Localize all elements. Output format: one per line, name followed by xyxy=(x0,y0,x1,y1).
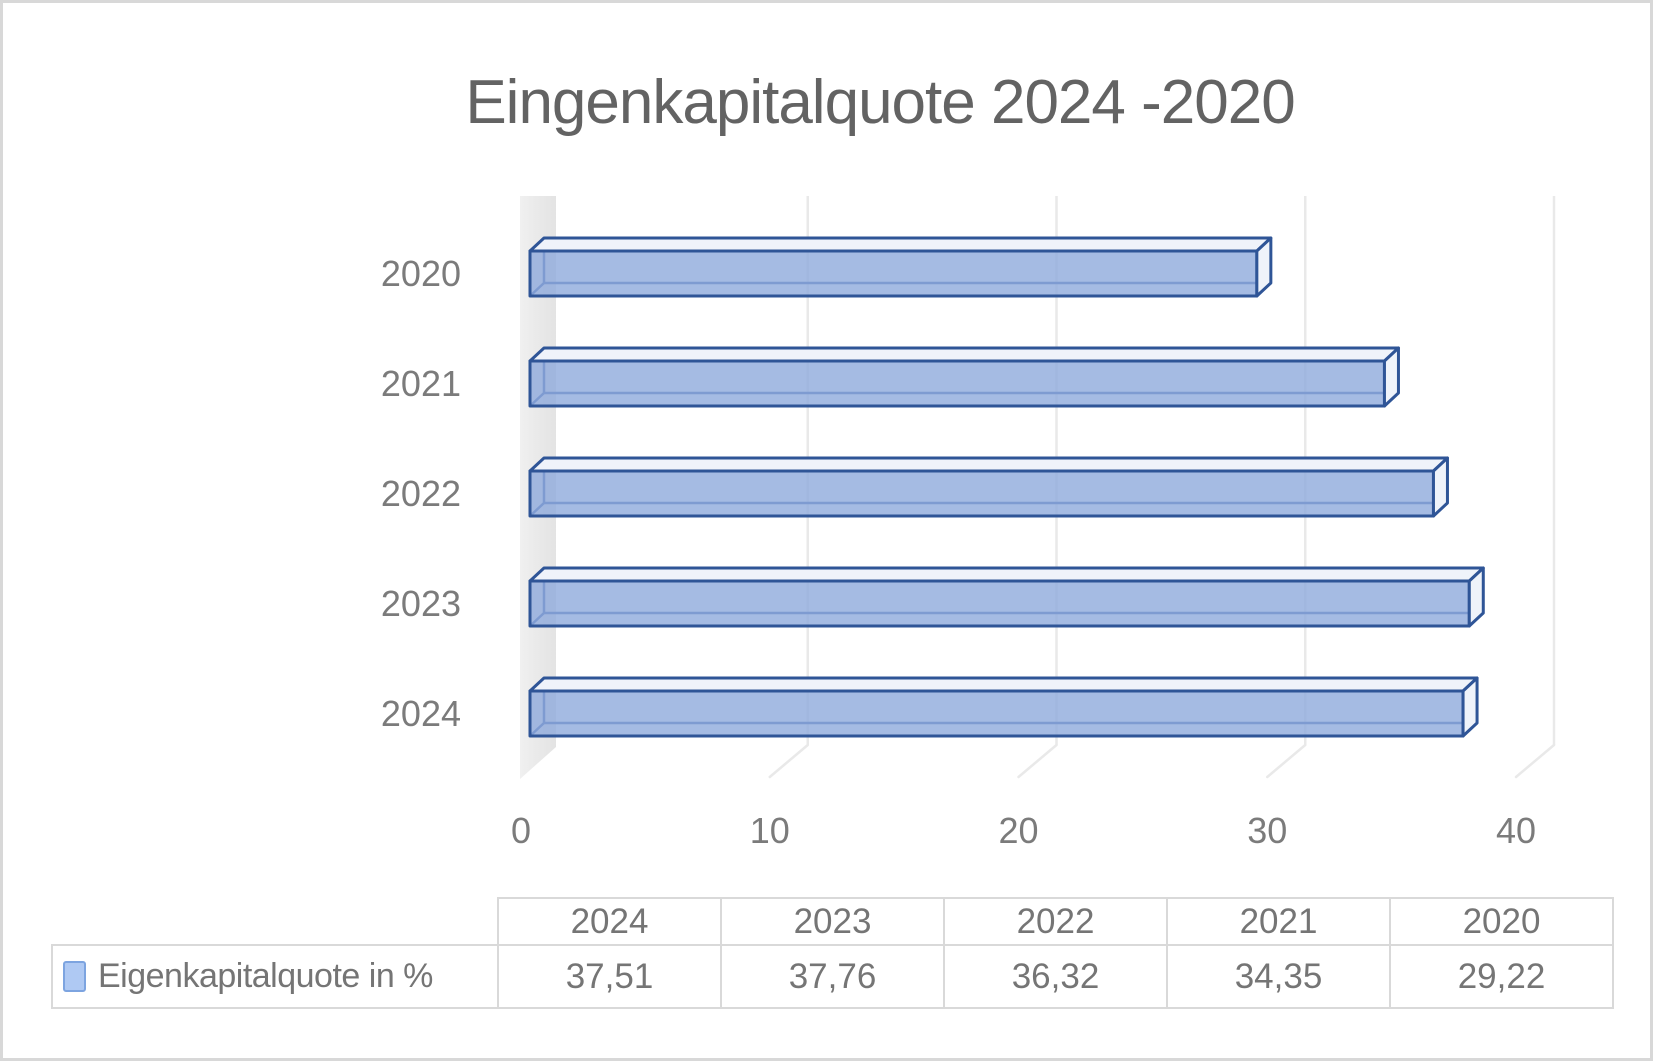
table-header-cell: 2022 xyxy=(943,897,1168,946)
x-axis-label-40: 40 xyxy=(1496,810,1536,851)
y-axis-label-2022: 2022 xyxy=(381,473,461,514)
table-value-cell: 37,76 xyxy=(720,944,945,1009)
gridline-40 xyxy=(1514,196,1556,779)
x-axis-label-10: 10 xyxy=(750,810,790,851)
bar-2023 xyxy=(528,566,1485,628)
y-axis-label-2020: 2020 xyxy=(381,253,461,294)
table-header-row: 2024 2023 2022 2021 2020 xyxy=(52,897,1614,946)
x-axis-label-30: 30 xyxy=(1247,810,1287,851)
table-value-cell: 36,32 xyxy=(943,944,1168,1009)
table-header-cell: 2021 xyxy=(1166,897,1391,946)
data-table: 2024 2023 2022 2021 2020 Eigenkapitalquo… xyxy=(51,897,1614,1009)
legend-cell: Eigenkapitalquote in % xyxy=(51,944,499,1009)
chart-title: Eingenkapitalquote 2024 -2020 xyxy=(465,68,1295,137)
table-value-cell: 29,22 xyxy=(1389,944,1614,1009)
table-header-cell: 2023 xyxy=(720,897,945,946)
bar-2021 xyxy=(528,346,1400,408)
x-axis-label-0: 0 xyxy=(511,810,531,851)
bar-2022 xyxy=(528,456,1449,518)
chart-canvas: 2020 2021 2022 2023 2024 0 10 20 30 40 xyxy=(381,196,1556,851)
plot-area: 2020 2021 2022 2023 2024 0 10 20 30 40 xyxy=(3,3,1653,883)
bar-2020 xyxy=(528,236,1273,298)
bar-2024 xyxy=(528,676,1479,738)
x-axis-label-20: 20 xyxy=(998,810,1038,851)
y-axis-label-2024: 2024 xyxy=(381,693,461,734)
table-data-row: Eigenkapitalquote in % 37,51 37,76 36,32… xyxy=(51,944,1614,1009)
legend-key-icon xyxy=(63,961,86,992)
table-header-cell: 2024 xyxy=(497,897,722,946)
y-axis-label-2021: 2021 xyxy=(381,363,461,404)
table-header-cell: 2020 xyxy=(1389,897,1614,946)
y-axis-label-2023: 2023 xyxy=(381,583,461,624)
table-value-cell: 34,35 xyxy=(1166,944,1391,1009)
table-value-cell: 37,51 xyxy=(497,944,722,1009)
legend-label: Eigenkapitalquote in % xyxy=(98,957,433,995)
table-corner-cell xyxy=(52,898,498,945)
